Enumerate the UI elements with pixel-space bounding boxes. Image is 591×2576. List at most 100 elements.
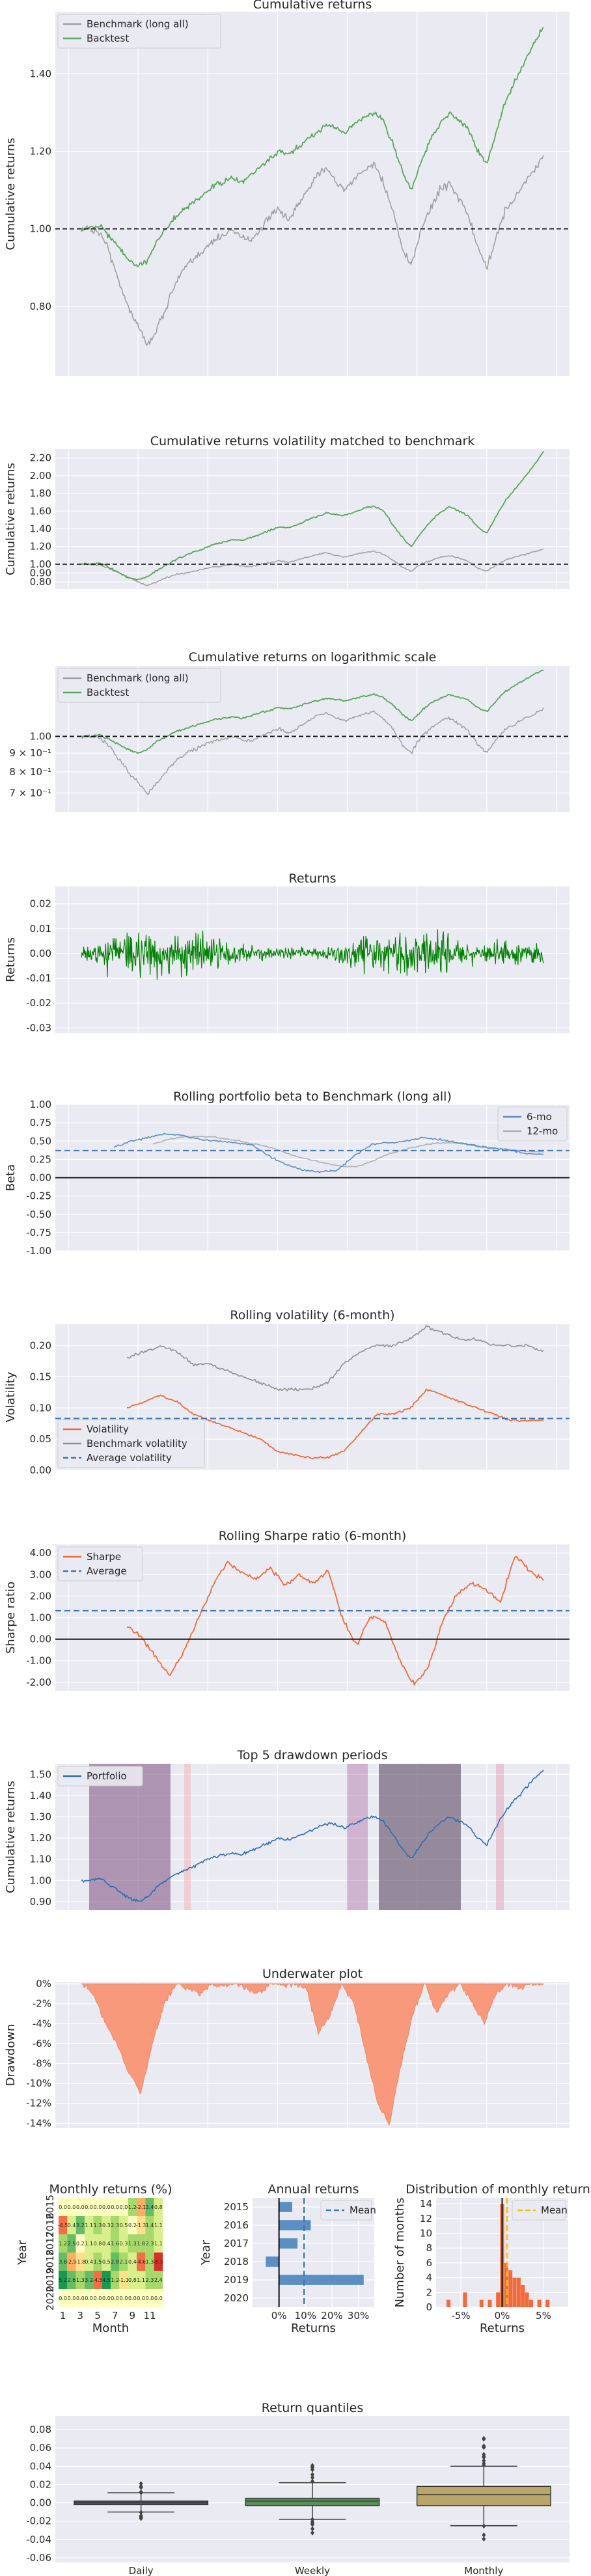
legend-label: 6-mo <box>527 1111 552 1123</box>
y-tick-label: -0.02 <box>26 997 51 1009</box>
heatmap-cell <box>59 2216 68 2234</box>
y-axis-label: Drawdown <box>4 2024 18 2087</box>
legend-label: Average <box>87 1565 127 1577</box>
heatmap-cell-label: 4.5 <box>102 2277 111 2283</box>
heatmap-cell-label: 0.4 <box>68 2223 76 2228</box>
heatmap-cell <box>145 2289 154 2307</box>
outlier <box>139 2514 143 2519</box>
heatmap-cell-label: 0.0 <box>94 2295 102 2301</box>
heatmap-cell-label: -2.1 <box>136 2204 146 2210</box>
chart-title: Monthly returns (%) <box>49 2182 172 2197</box>
y-tick-label: -12% <box>26 2098 51 2109</box>
portfolio-line <box>81 1770 544 1902</box>
x-tick-label: 0% <box>495 2310 510 2322</box>
heatmap-cell-label: 0.8 <box>94 2241 102 2247</box>
heatmap-cell <box>102 2253 111 2271</box>
backtest-line <box>81 670 544 754</box>
y-tick-label: 0.06 <box>30 2442 51 2454</box>
box <box>416 2486 551 2506</box>
heatmap-cell-label: -4.6 <box>136 2259 146 2265</box>
outlier <box>482 2435 486 2441</box>
y-tick-label: -8% <box>33 2058 51 2070</box>
y-tick-label: 1.60 <box>30 505 51 517</box>
plot-area <box>55 449 570 589</box>
heatmap-cell-label: 1.4 <box>146 2223 154 2228</box>
heatmap-cell <box>85 2253 94 2271</box>
heatmap-cell <box>102 2271 111 2289</box>
y-tick-label: 1.20 <box>30 1832 51 1844</box>
y-tick-label: 2020 <box>224 2292 249 2304</box>
outlier <box>482 2536 486 2542</box>
histogram-bar <box>463 2292 467 2307</box>
heatmap-cell-label: 2.3 <box>146 2241 154 2247</box>
heatmap-cell-label: 0.0 <box>85 2295 93 2301</box>
y-tick-label: 1.00 <box>30 730 51 742</box>
heatmap-cell <box>119 2289 128 2307</box>
heatmap-cell-label: 3.2 <box>85 2277 93 2283</box>
heatmap-cell-label: 0.4 <box>102 2241 111 2247</box>
heatmap-cell <box>59 2234 68 2253</box>
y-tick-label: 1.40 <box>30 523 51 534</box>
plot-area <box>55 12 570 376</box>
y-tick-label: 2.00 <box>30 470 51 482</box>
heatmap-cell-label: 1.1 <box>154 2241 163 2247</box>
y-tick-label: 0.50 <box>30 1135 51 1147</box>
heatmap-cell <box>111 2271 120 2289</box>
y-tick-label: 0.01 <box>30 923 51 935</box>
heatmap-cell-label: 1.1 <box>85 2223 93 2228</box>
y-tick-label: 14 <box>420 2198 432 2210</box>
heatmap-cell-label: 1.2 <box>128 2204 137 2210</box>
heatmap-cell-label: 0.2 <box>76 2241 85 2247</box>
heatmap-cell <box>85 2289 94 2307</box>
heatmap-cell <box>111 2216 120 2234</box>
rolling-sharpe-chart: Rolling Sharpe ratio (6-month) 4.00 3.00 2.… <box>4 1529 570 1691</box>
daily-returns-chart: Returns 0.02 0.01 0.00 -0.01 -0.02 -0.03 Return… <box>4 871 570 1034</box>
x-tick-label: 0% <box>271 2310 287 2322</box>
y-tick-label: 10 <box>420 2227 432 2239</box>
histogram-bar <box>504 2262 508 2307</box>
heatmap-cell-label: 0.0 <box>94 2204 102 2210</box>
heatmap-cell-label: 0.0 <box>154 2295 163 2301</box>
y-tick-label: 8 × 10⁻¹ <box>9 766 51 778</box>
y-tick-label: -4% <box>33 2018 51 2029</box>
drawdown-shade <box>347 1764 368 1910</box>
heatmap-cell-label: 1.1 <box>137 2277 145 2283</box>
heatmap-cell-label: 0.0 <box>76 2295 85 2301</box>
heatmap-cell-label: 0.0 <box>85 2204 93 2210</box>
outlier <box>310 2463 314 2469</box>
returns-line <box>81 929 544 980</box>
y-tick-label: 1.50 <box>30 1768 51 1780</box>
rolling-volatility-chart: Rolling volatility (6-month) 0.20 0.15 0.10… <box>4 1308 570 1476</box>
heatmap-cell <box>137 2253 146 2271</box>
y-axis-label: Cumulative returns <box>4 138 18 251</box>
heatmap-cell <box>154 2216 163 2234</box>
y-tick-label: 1.30 <box>30 1811 51 1823</box>
heatmap-cell <box>59 2289 68 2307</box>
heatmap-cell <box>59 2271 68 2289</box>
heatmap-cell <box>128 2253 137 2271</box>
heatmap-cell <box>154 2253 163 2271</box>
y-tick-label: 0.00 <box>30 948 51 959</box>
legend-label: Portfolio <box>87 1770 127 1782</box>
plot-area <box>55 886 570 1033</box>
sharpe-line <box>126 1555 544 1686</box>
y-tick-label: 2016 <box>44 2213 56 2238</box>
heatmap-cell <box>67 2234 76 2253</box>
heatmap-cell-label: -1.3 <box>136 2223 146 2228</box>
annual-bar <box>279 2238 298 2249</box>
chart-title: Rolling Sharpe ratio (6-month) <box>219 1529 407 1543</box>
y-tick-label: 0.25 <box>30 1153 51 1165</box>
x-tick-label: Weekly <box>295 2565 330 2576</box>
heatmap-cell-label: 0.5 <box>120 2223 128 2228</box>
heatmap-cell <box>119 2234 128 2253</box>
histogram-bar <box>496 2292 501 2307</box>
heatmap-cell-label: 0.0 <box>137 2295 145 2301</box>
y-tick-label: 2017 <box>224 2238 249 2249</box>
x-tick-label: 5% <box>536 2310 551 2322</box>
y-tick-label: 1.20 <box>30 541 51 553</box>
y-axis-label: Beta <box>4 1164 18 1192</box>
outlier <box>482 2523 486 2529</box>
y-tick-label: -10% <box>26 2077 51 2089</box>
outlier <box>310 2526 314 2532</box>
chart-title: Return quantiles <box>262 2401 363 2415</box>
